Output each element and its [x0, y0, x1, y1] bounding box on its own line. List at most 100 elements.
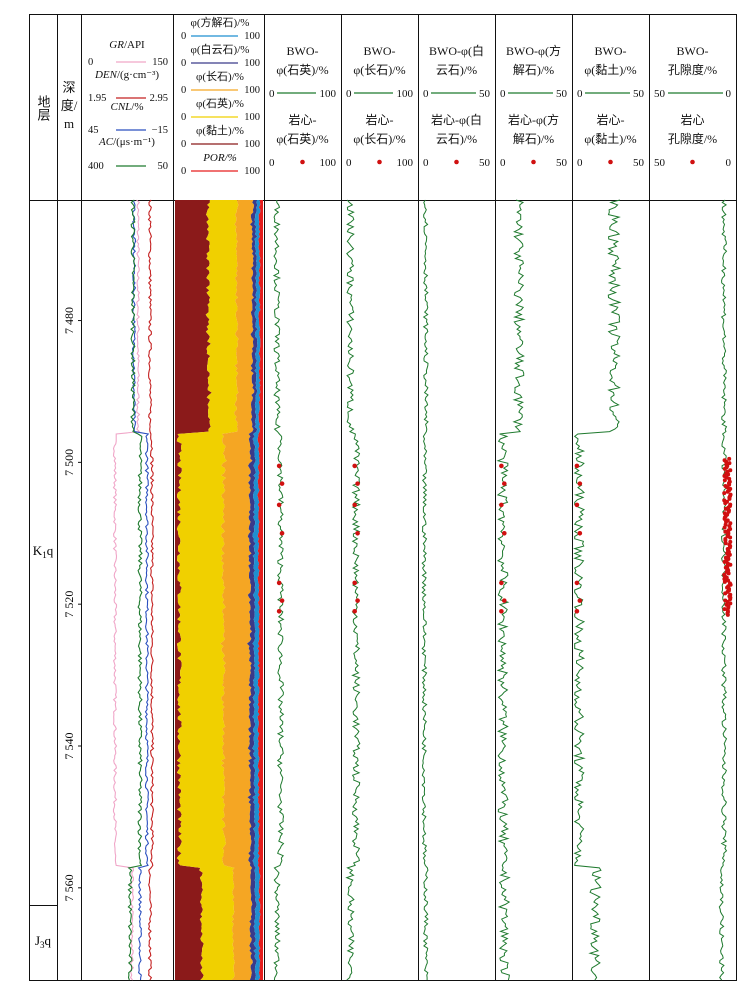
bwo-scale-min-0: 0 — [269, 88, 275, 100]
core-point-por-7 — [722, 466, 727, 471]
core-scale-max-0: 100 — [320, 157, 337, 169]
log-scale-min-0: 0 — [88, 57, 93, 68]
core-title-a-5: 岩心 — [680, 112, 704, 127]
bwo-curve-2 — [421, 199, 429, 980]
core-title-b-4: φ(黏土)/% — [584, 132, 636, 146]
core-scale-min-3: 0 — [500, 157, 506, 169]
bwo-scale-min-4: 0 — [577, 88, 583, 100]
core-point-por-85 — [726, 578, 731, 583]
bwo-title-b-4: φ(黏土)/% — [584, 63, 636, 77]
core-point-t1-3 — [355, 530, 360, 536]
mineral-scale-max-5: 100 — [244, 166, 260, 177]
core-scale-max-1: 100 — [397, 157, 414, 169]
core-title-a-1: 岩心- — [366, 112, 394, 127]
core-point-t3-4 — [499, 580, 504, 586]
core-points — [276, 456, 733, 617]
core-point-t0-3 — [279, 530, 285, 536]
formation-label-1: J3q — [35, 933, 52, 950]
core-point-t3-0 — [499, 463, 504, 469]
core-point-por-51 — [723, 529, 728, 534]
core-point-por-55 — [728, 535, 733, 540]
bwo-title-b-1: φ(长石)/% — [353, 63, 405, 77]
core-point-por-3 — [727, 461, 732, 466]
bwo-title-a-1: BWO- — [364, 44, 396, 58]
mineral-scale-max-0: 100 — [244, 31, 260, 42]
core-point-t0-4 — [276, 580, 282, 586]
core-point-t0-1 — [279, 481, 285, 486]
core-point-t4-6 — [574, 608, 580, 614]
core-point-por-109 — [725, 612, 730, 617]
core-legend-dot-4 — [608, 159, 613, 165]
depth-tick-label-4: 7 560 — [62, 874, 76, 901]
mineral-scale-max-3: 100 — [244, 112, 260, 123]
core-point-por-23 — [725, 489, 730, 494]
log-scale-min-3: 400 — [88, 161, 104, 172]
log-curve-den — [147, 199, 155, 981]
mineral-scale-min-0: 0 — [181, 31, 186, 42]
column-headers: 地层 深 度/ m — [36, 80, 78, 131]
bwo-curve-5 — [718, 199, 728, 981]
mineral-title-1: φ(白云石)/% — [191, 42, 250, 56]
bwo-scale-min-3: 0 — [500, 88, 506, 100]
core-point-t1-0 — [352, 463, 357, 469]
core-title-b-0: φ(石英)/% — [276, 132, 328, 146]
core-scale-min-2: 0 — [423, 157, 429, 169]
core-point-t1-4 — [352, 580, 357, 586]
core-point-t3-3 — [502, 530, 507, 536]
bwo-title-a-0: BWO- — [287, 44, 319, 58]
core-point-por-28 — [727, 496, 732, 501]
depth-tick-label-1: 7 500 — [62, 449, 76, 476]
mineral-scale-max-4: 100 — [244, 139, 260, 150]
depth-header-1: 深 — [62, 80, 75, 95]
core-legend-dot-2 — [454, 159, 459, 165]
core-point-por-74 — [728, 562, 733, 567]
core-point-por-31 — [723, 501, 728, 506]
mineral-band-por — [257, 200, 263, 980]
core-point-por-35 — [723, 506, 728, 511]
core-point-t0-6 — [276, 608, 282, 614]
core-title-b-1: φ(长石)/% — [353, 132, 405, 146]
log-title-den: DEN/(g·cm⁻³) — [94, 69, 159, 81]
core-point-por-0 — [727, 456, 732, 461]
mineral-band-qtz — [176, 200, 239, 980]
bwo-title-b-5: 孔隙度/% — [668, 62, 717, 77]
core-scale-max-5: 0 — [726, 157, 732, 169]
core-point-por-15 — [722, 478, 727, 483]
mineral-scale-min-4: 0 — [181, 139, 186, 150]
core-point-t4-1 — [577, 481, 583, 486]
bwo-scale-max-3: 50 — [556, 88, 568, 100]
core-point-por-48 — [722, 525, 727, 530]
core-point-t1-2 — [352, 502, 357, 508]
depth-axis: 7 480 7 500 7 520 7 540 7 560 — [62, 307, 81, 901]
bwo-title-b-0: φ(石英)/% — [276, 63, 328, 77]
depth-tick-label-3: 7 540 — [62, 733, 76, 760]
core-point-por-59 — [723, 541, 728, 546]
mineral-title-5: POR/% — [202, 152, 237, 164]
bwo-scale-min-2: 0 — [423, 88, 429, 100]
core-title-a-2: 岩心-φ(白 — [431, 112, 482, 127]
bwo-scale-max-4: 50 — [633, 88, 645, 100]
core-point-t3-5 — [502, 598, 507, 603]
core-scale-min-5: 50 — [654, 157, 666, 169]
mineral-scale-min-3: 0 — [181, 112, 186, 123]
log-title-gr: GR/API — [109, 39, 145, 51]
core-point-por-72 — [722, 559, 727, 564]
mineral-stack-track — [175, 200, 263, 980]
core-legend-dot-3 — [531, 159, 536, 165]
core-legend-dot-1 — [377, 159, 382, 165]
core-point-t3-2 — [499, 502, 504, 508]
core-point-t1-6 — [352, 608, 357, 614]
log-scale-max-0: 150 — [152, 57, 168, 68]
core-point-t4-2 — [574, 502, 580, 508]
bwo-curve-3 — [496, 199, 526, 981]
core-point-t4-0 — [574, 463, 580, 469]
core-point-t1-1 — [355, 481, 360, 486]
core-point-t1-5 — [355, 598, 360, 603]
mineral-title-3: φ(石英)/% — [196, 96, 244, 110]
figure-frame — [29, 14, 737, 981]
bwo-scale-max-1: 100 — [397, 88, 414, 100]
log-scale-max-3: 50 — [158, 161, 169, 172]
